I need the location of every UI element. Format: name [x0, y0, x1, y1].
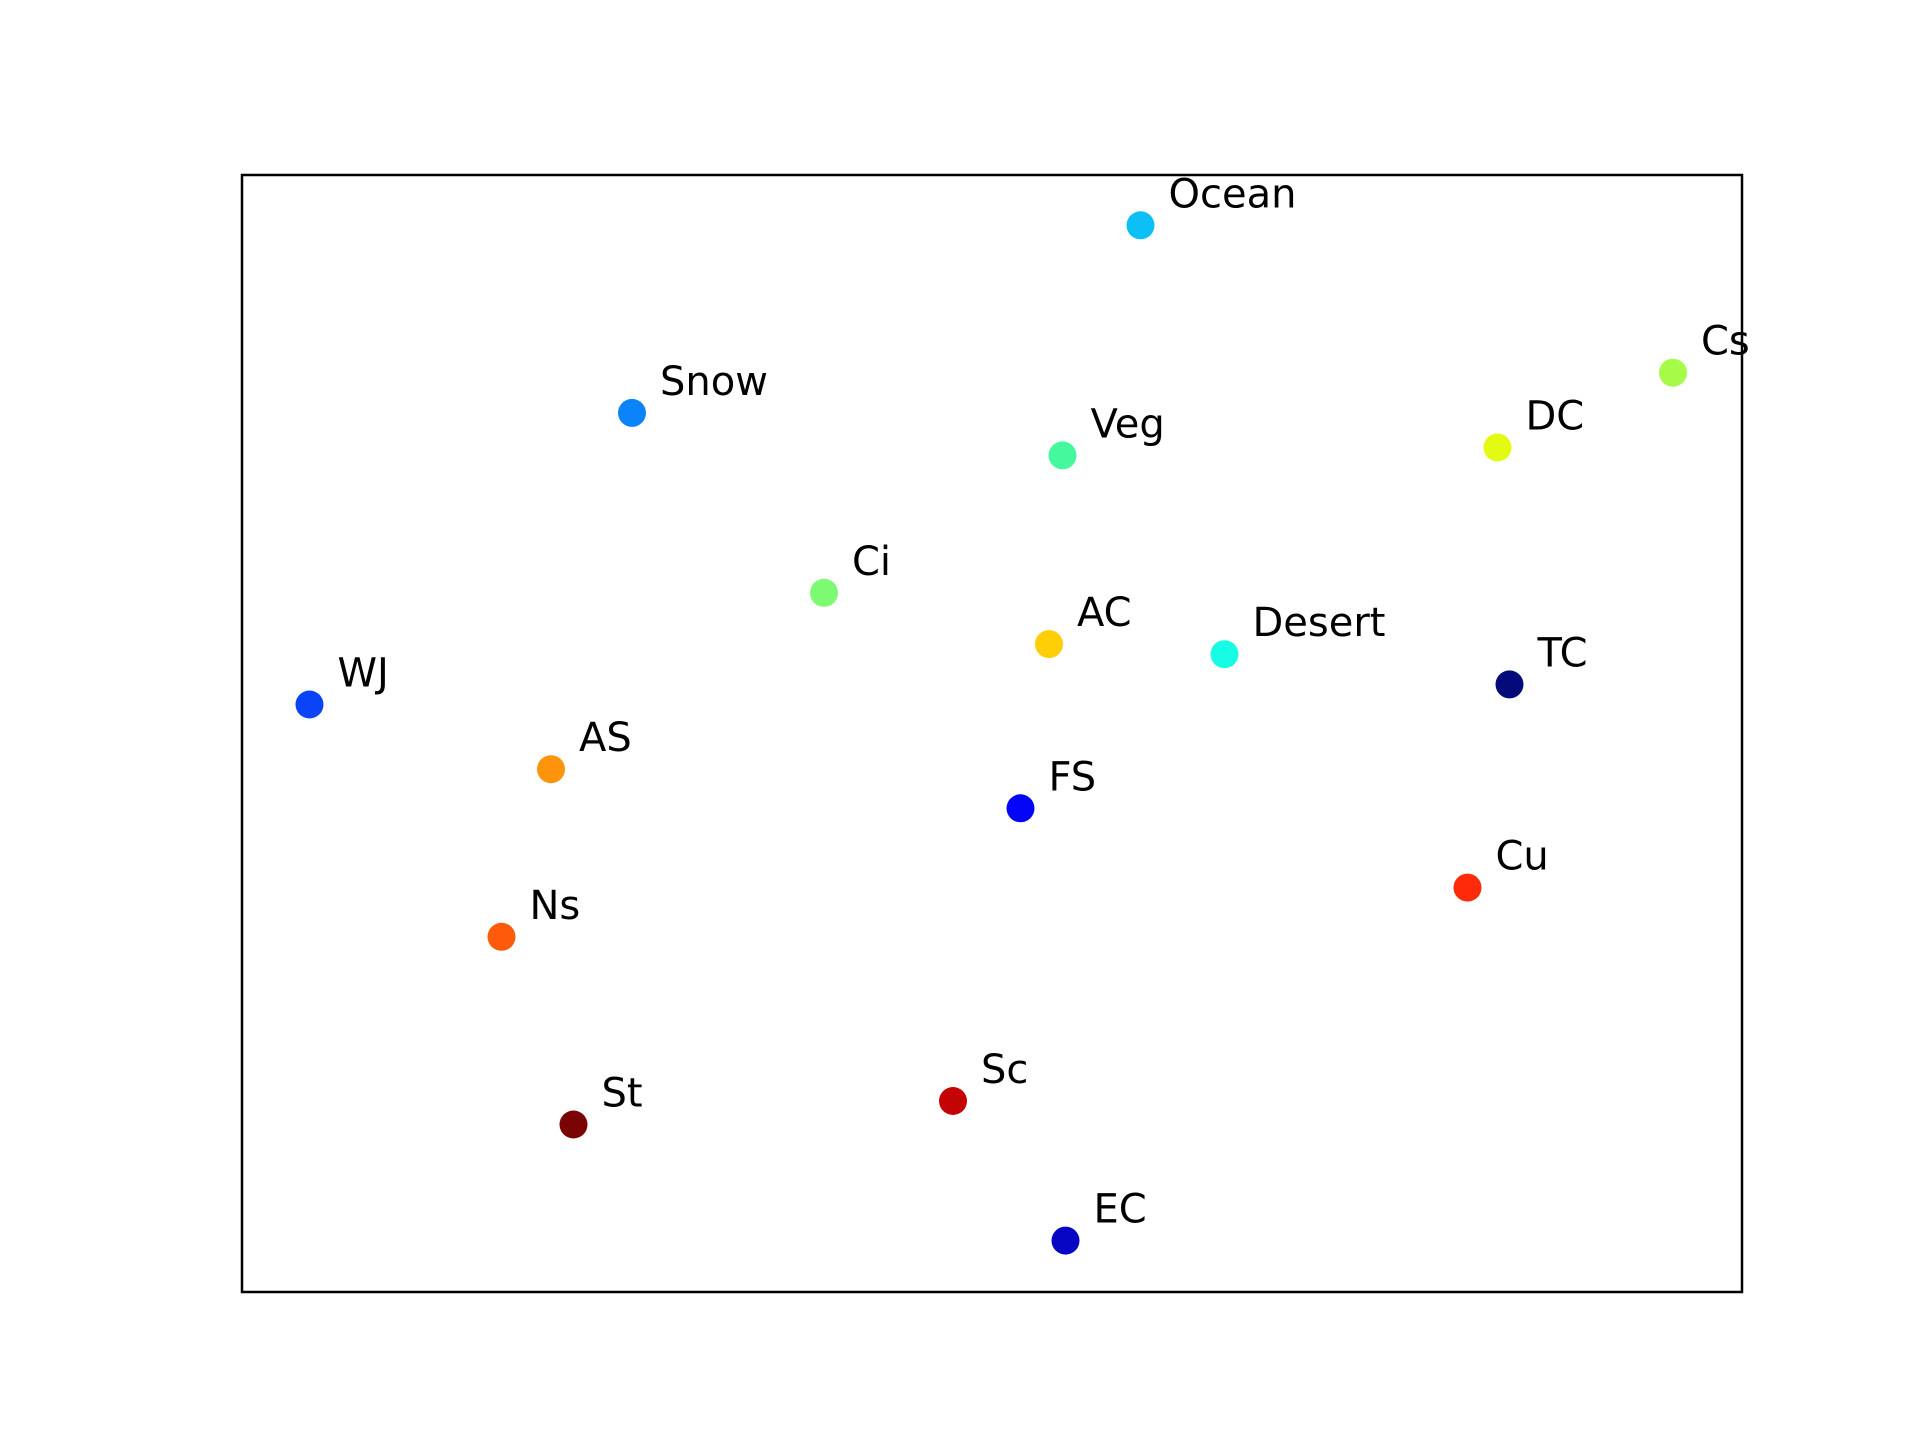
- data-label-dc: DC: [1526, 394, 1585, 440]
- data-point-st: [559, 1110, 588, 1139]
- data-point-ns: [487, 922, 516, 951]
- data-label-cu: Cu: [1496, 834, 1549, 880]
- data-label-st: St: [602, 1071, 643, 1117]
- data-point-ac: [1035, 630, 1063, 659]
- data-point-tc: [1495, 670, 1524, 699]
- data-label-sc: Sc: [981, 1047, 1028, 1093]
- data-point-ocean: [1126, 211, 1155, 240]
- data-label-ci: Ci: [852, 539, 891, 585]
- data-point-sc: [939, 1087, 967, 1115]
- data-label-ec: EC: [1094, 1187, 1147, 1233]
- data-point-fs: [1006, 794, 1035, 823]
- data-label-wj: WJ: [338, 651, 389, 697]
- data-point-ci: [810, 578, 838, 607]
- data-label-ocean: Ocean: [1169, 171, 1297, 217]
- data-point-cs: [1659, 358, 1687, 387]
- data-point-ec: [1051, 1226, 1080, 1255]
- data-point-veg: [1048, 441, 1077, 470]
- data-points-layer: [295, 211, 1687, 1255]
- data-label-cs: Cs: [1701, 319, 1750, 365]
- data-point-snow: [618, 398, 646, 427]
- data-point-desert: [1210, 640, 1239, 669]
- data-label-veg: Veg: [1091, 401, 1165, 447]
- data-point-cu: [1453, 873, 1482, 902]
- data-label-fs: FS: [1049, 754, 1097, 800]
- data-point-dc: [1483, 433, 1512, 462]
- data-label-snow: Snow: [660, 359, 768, 405]
- data-point-as: [537, 755, 565, 784]
- data-labels-layer: Ocean Cs Snow Veg DC Ci AC Desert TC WJ AS FS Cu Ns St…: [338, 171, 1750, 1232]
- data-label-tc: TC: [1537, 630, 1588, 676]
- data-label-ac: AC: [1077, 590, 1132, 636]
- data-label-as: AS: [579, 715, 632, 761]
- data-label-desert: Desert: [1253, 600, 1386, 646]
- data-label-ns: Ns: [530, 883, 581, 929]
- data-point-wj: [295, 690, 324, 719]
- plot-area-frame: [240, 173, 1744, 1294]
